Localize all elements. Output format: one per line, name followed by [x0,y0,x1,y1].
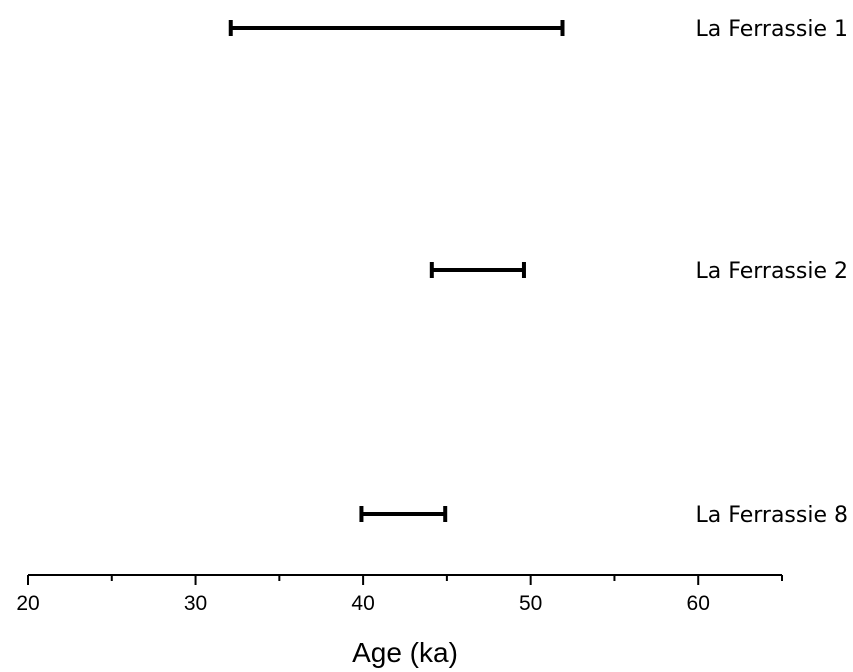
x-tick-label: 40 [351,592,374,615]
x-tick-label: 30 [184,592,207,615]
range-label: La Ferrassie 8 [696,503,848,528]
x-axis: 20 30 40 50 60 [16,574,783,615]
range-bars: La Ferrassie 1 La Ferrassie 2 La Ferrassie… [228,17,848,528]
x-axis-ticks: 20 30 40 50 60 [16,575,783,615]
range-row: La Ferrassie 1 [228,17,848,42]
range-label: La Ferrassie 2 [696,259,848,284]
x-tick-label: 20 [16,592,39,615]
range-row: La Ferrassie 8 [359,503,848,528]
x-axis-title: Age (ka) [352,637,458,668]
range-label: La Ferrassie 1 [696,17,848,42]
x-tick-label: 60 [687,592,710,615]
range-row: La Ferrassie 2 [429,259,848,284]
x-tick-label: 50 [519,592,542,615]
